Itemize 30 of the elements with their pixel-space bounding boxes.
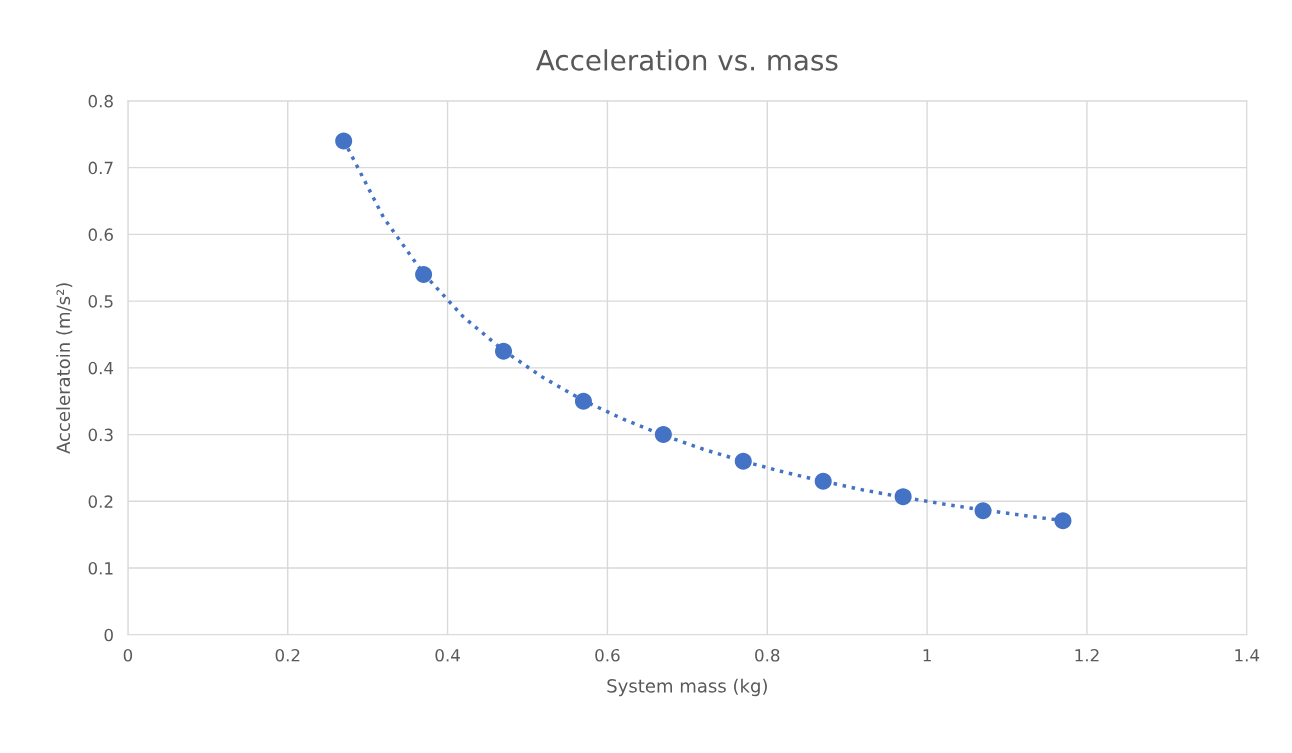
x-axis-title: System mass (kg) — [607, 678, 767, 697]
y-tick-label: 0.5 — [88, 295, 113, 308]
x-tick-label: 0.4 — [435, 648, 460, 662]
y-tick-label: 0.7 — [88, 161, 113, 175]
point — [894, 488, 912, 506]
chart-title: Acceleration vs. mass — [536, 49, 838, 71]
y-tick-label: 0.2 — [88, 495, 113, 508]
point — [1054, 512, 1072, 530]
x-tick-label: 1.4 — [1235, 649, 1260, 662]
y-tick-label: 0 — [104, 628, 113, 642]
point — [415, 265, 433, 283]
point — [495, 342, 513, 360]
y-axis-title: Acceleratoin (m/s²) — [56, 283, 73, 454]
point — [974, 502, 992, 520]
x-tick-label: 0.2 — [275, 648, 300, 662]
point — [814, 472, 832, 490]
x-tick-label: 0 — [123, 648, 133, 662]
x-tick-label: 1 — [923, 649, 931, 662]
y-tick-label: 0.3 — [88, 428, 113, 442]
y-tick-label: 0.8 — [88, 94, 113, 108]
y-tick-label: 0.1 — [88, 562, 113, 575]
y-tick-label: 0.6 — [88, 228, 113, 241]
point — [654, 426, 672, 444]
x-tick-label: 1.2 — [1075, 648, 1099, 662]
x-tick-label: 0.8 — [755, 648, 780, 662]
point — [574, 392, 592, 410]
point — [734, 452, 752, 470]
x-tick-label: 0.6 — [595, 648, 620, 662]
point — [335, 132, 353, 150]
y-tick-label: 0.4 — [88, 361, 114, 375]
